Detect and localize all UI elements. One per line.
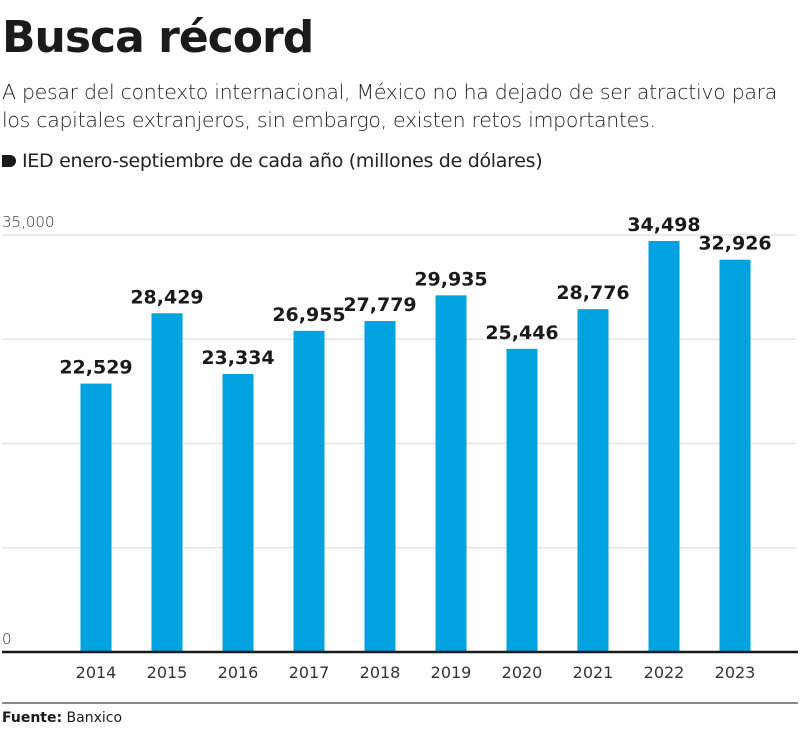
- x-tick-label: 2021: [573, 663, 614, 682]
- bar-chart: 0 35,000 22,529 2014 28,429 2015 23,334 2016 26,…: [2, 213, 798, 682]
- y-tick-label: 0: [2, 630, 12, 648]
- source: Fuente: Banxico: [2, 710, 122, 726]
- x-tick-label: 2017: [289, 663, 330, 682]
- footer-divider: [2, 702, 798, 704]
- chart-subtitle: A pesar del contexto internacional, Méxi…: [2, 80, 778, 132]
- source-label: Fuente:: [2, 710, 63, 726]
- x-tick-label: 2018: [360, 663, 401, 682]
- legend: IED enero-septiembre de cada año (millon…: [2, 150, 543, 172]
- data-label: 29,935: [414, 268, 487, 290]
- data-label: 32,926: [698, 233, 771, 255]
- x-tick-label: 2015: [147, 663, 188, 682]
- x-tick-label: 2019: [431, 663, 472, 682]
- bar-2014: [80, 383, 112, 652]
- data-label: 26,955: [272, 304, 345, 326]
- chart-title: Busca récord: [2, 12, 314, 63]
- bar-2019: [435, 295, 467, 652]
- x-tick-label: 2014: [76, 663, 117, 682]
- bar-2021: [577, 309, 609, 652]
- x-tick-label: 2016: [218, 663, 259, 682]
- data-label: 27,779: [343, 294, 416, 316]
- bar-2016: [222, 373, 254, 652]
- data-label: 23,334: [201, 347, 274, 369]
- y-tick-label: 35,000: [2, 213, 55, 231]
- data-label: 28,429: [130, 286, 203, 308]
- legend-marker-icon: [2, 155, 16, 167]
- bar-2020: [506, 348, 538, 652]
- x-tick-label: 2020: [502, 663, 543, 682]
- bar-2017: [293, 330, 325, 652]
- x-tick-label: 2022: [644, 663, 685, 682]
- data-label: 25,446: [485, 322, 558, 344]
- bar-2023: [719, 259, 751, 652]
- bar-2022: [648, 240, 680, 653]
- data-label: 28,776: [556, 282, 629, 304]
- source-value: Banxico: [66, 710, 123, 726]
- x-tick-label: 2023: [715, 663, 756, 682]
- bar-2018: [364, 321, 396, 652]
- data-label: 34,498: [627, 214, 700, 236]
- bar-2015: [151, 313, 183, 652]
- data-label: 22,529: [59, 357, 132, 379]
- legend-label: IED enero-septiembre de cada año (millon…: [22, 150, 543, 172]
